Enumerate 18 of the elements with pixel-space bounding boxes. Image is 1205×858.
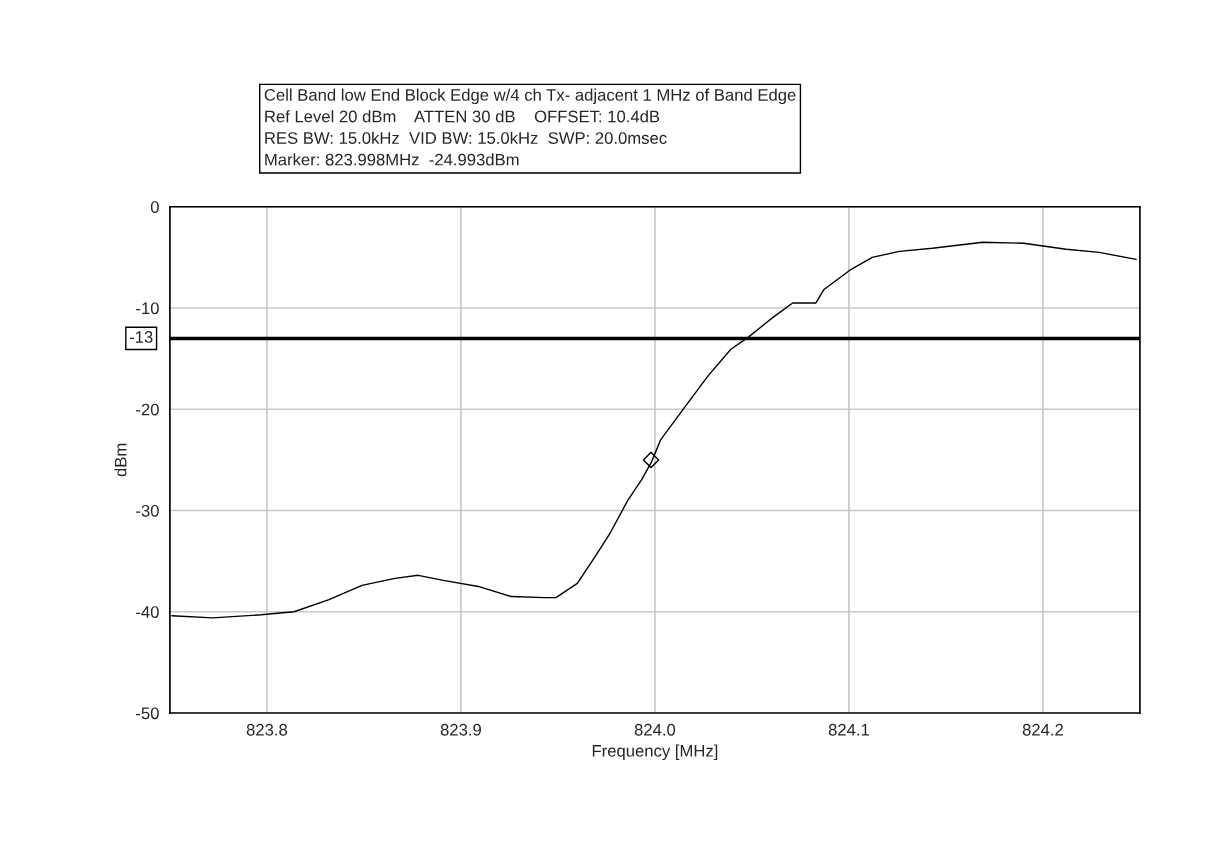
y-axis-title: dBm	[114, 443, 127, 477]
y-tick-label: -50	[136, 707, 159, 720]
x-tick-label: 824.0	[634, 723, 676, 736]
y-tick-label: 0	[150, 201, 159, 213]
y-tick-label: -40	[136, 606, 159, 618]
x-tick-label: 824.1	[828, 723, 869, 736]
x-tick-label: 824.2	[1022, 723, 1063, 736]
x-axis-title: Frequency [MHz]	[592, 744, 718, 761]
text: RES BW: 15.0kHz VID BW: 15.0kHz SWP: 20.0msec	[265, 131, 667, 144]
x-tick-label: 823.8	[246, 723, 288, 736]
y-tick-label: -30	[136, 504, 159, 517]
x-tick-label: 823.9	[440, 723, 481, 736]
text: Marker: 823.998MHz -24.993dBm	[265, 153, 519, 166]
text: Ref Level 20 dBm ATTEN 30 dB OFFSET: 10.4dB	[265, 110, 660, 123]
ref-line-label: -13	[129, 331, 153, 343]
y-tick-label: -10	[136, 302, 159, 315]
chart-title: Cell Band low End Block Edge w/4 ch Tx- adjacent 1 MHz of Band Edge	[264, 88, 796, 105]
y-tick-label: -20	[136, 403, 159, 416]
